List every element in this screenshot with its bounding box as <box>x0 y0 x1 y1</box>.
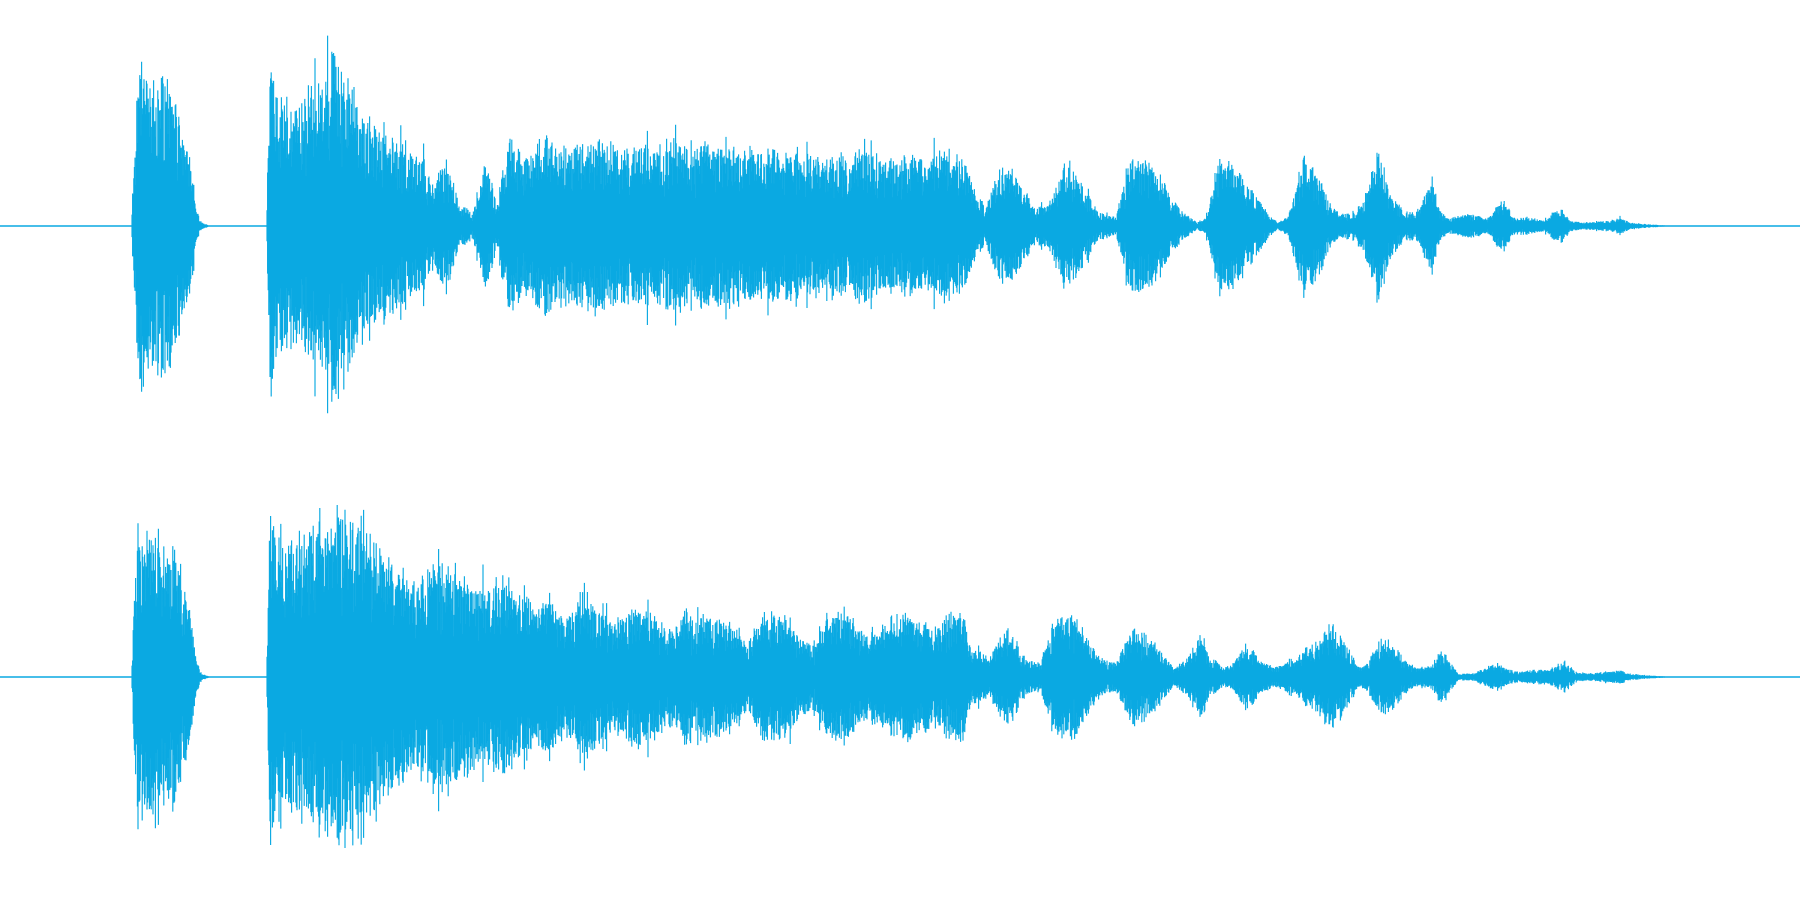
channel-2-samples <box>131 505 1670 848</box>
channel-2-waveform <box>0 505 1800 848</box>
channel-1-waveform <box>0 35 1800 414</box>
channel-1-samples <box>131 35 1670 414</box>
